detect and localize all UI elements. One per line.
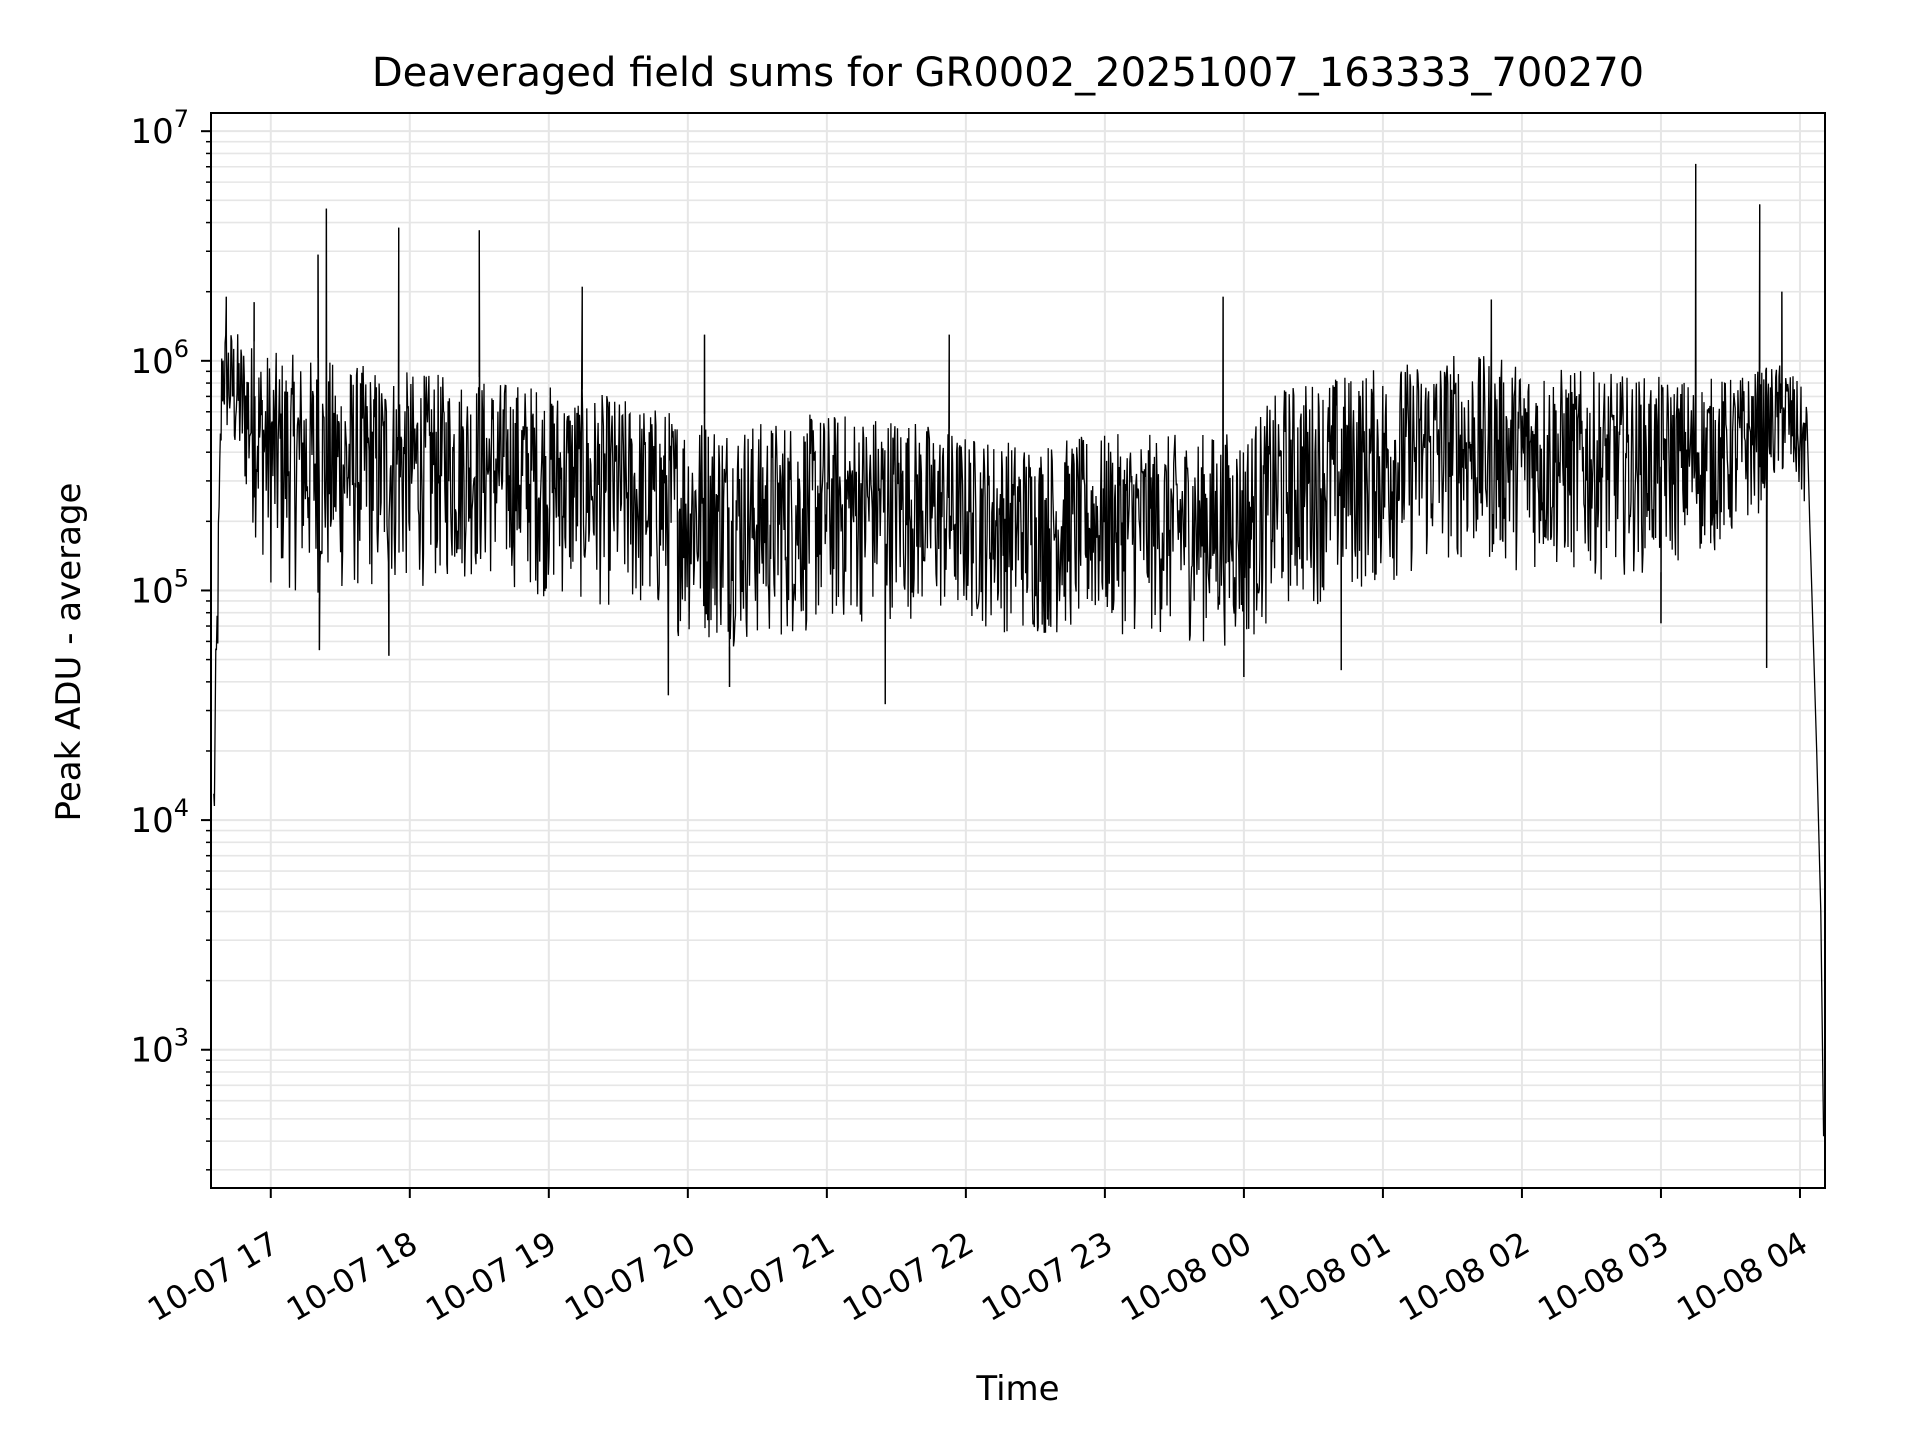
grid [211,113,1825,1188]
data-series [213,163,1825,1137]
series-line [213,163,1825,1137]
y-tick-exponent: 5 [174,564,189,592]
y-tick-base: 10 [130,342,173,382]
y-tick-label: 104 [130,794,189,841]
y-tick-exponent: 3 [174,1024,189,1052]
y-tick-base: 10 [130,571,173,611]
y-tick-label: 106 [130,335,189,382]
y-tick-base: 10 [130,801,173,841]
y-tick-label: 105 [130,564,189,611]
y-axis-label: Peak ADU - average [49,483,89,822]
chart-title: Deaveraged field sums for GR0002_2025100… [372,50,1644,96]
y-tick-exponent: 6 [174,335,189,363]
y-tick-exponent: 7 [174,105,189,133]
plot-area-frame [210,112,1826,1189]
y-tick-label: 103 [130,1024,189,1071]
y-tick-base: 10 [130,1031,173,1071]
y-tick-base: 10 [130,112,173,152]
y-tick-label: 107 [130,105,189,152]
x-axis-label: Time [975,1369,1059,1409]
y-tick-exponent: 4 [174,794,189,822]
